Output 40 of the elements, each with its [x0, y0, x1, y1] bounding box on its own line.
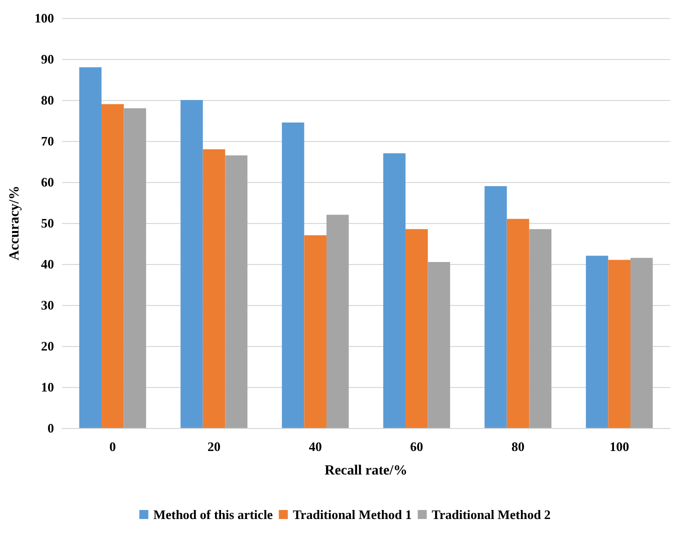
- y-tick-label: 60: [41, 174, 54, 190]
- bar: [225, 155, 248, 428]
- bar: [282, 122, 304, 428]
- bar: [506, 218, 530, 428]
- x-tick-label: 100: [610, 439, 630, 454]
- bar: [79, 67, 102, 428]
- y-tick-label: 50: [41, 216, 54, 230]
- bar: [586, 256, 608, 428]
- bar: [484, 186, 507, 428]
- bar: [529, 229, 552, 428]
- y-tick-label: 70: [41, 134, 54, 148]
- legend-label: Traditional Method 2: [432, 507, 551, 522]
- y-tick-label: 80: [41, 92, 54, 108]
- bar: [304, 235, 326, 428]
- x-tick-label: 80: [512, 439, 524, 454]
- bar: [608, 260, 630, 428]
- y-tick-label: 20: [41, 338, 54, 354]
- bar: [102, 104, 124, 428]
- y-tick-label: 10: [41, 380, 54, 394]
- legend-label: Method of this article: [153, 507, 274, 522]
- bar: [202, 149, 226, 428]
- y-tick-label: 0: [48, 420, 54, 436]
- x-tick-label: 0: [109, 439, 116, 454]
- x-tick-label: 60: [410, 439, 424, 454]
- bar: [124, 108, 146, 428]
- x-axis-title: Recall rate/%: [324, 464, 408, 478]
- bar: [428, 262, 450, 428]
- bar: [180, 100, 203, 428]
- x-tick-label: 40: [308, 439, 322, 454]
- y-axis-title: Accuracy/%: [8, 186, 22, 260]
- y-tick-label: 100: [34, 10, 54, 26]
- y-tick-label: 90: [41, 52, 54, 66]
- bar: [406, 229, 428, 428]
- x-tick-label: 20: [208, 439, 220, 454]
- bar: [630, 258, 653, 428]
- y-tick-label: 40: [41, 256, 54, 272]
- bar: [383, 153, 406, 428]
- legend-label: Traditional Method 1: [292, 507, 412, 522]
- y-tick-label: 30: [41, 298, 54, 312]
- bar: [326, 214, 349, 428]
